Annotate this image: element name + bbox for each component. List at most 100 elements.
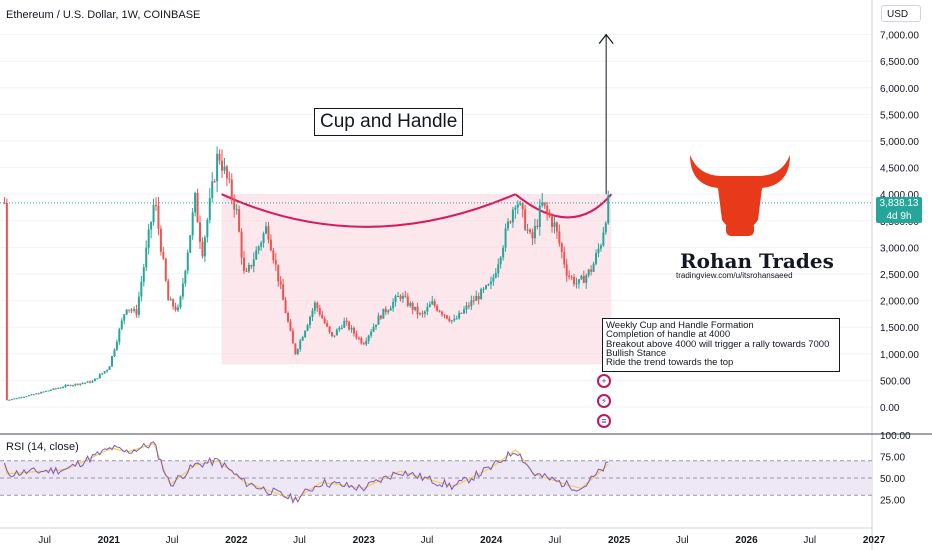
pattern-label: Cup and Handle <box>314 108 464 136</box>
candle-body <box>372 326 375 332</box>
candle-body <box>392 301 395 309</box>
candle-body <box>387 310 390 313</box>
candle-body <box>445 315 448 319</box>
price-axis-tick: 5,500.00 <box>880 110 919 121</box>
time-axis-tick: Jul <box>38 535 51 546</box>
candle-body <box>260 242 263 247</box>
candle-body <box>350 327 353 330</box>
candle-body <box>74 383 77 386</box>
candle-body <box>216 153 219 182</box>
candle-body <box>54 388 57 390</box>
cup-curve <box>221 193 516 228</box>
candle-body <box>533 225 536 239</box>
candle-body <box>382 308 385 319</box>
rsi-label: RSI (14, close) <box>6 441 79 453</box>
candle-body <box>531 232 534 239</box>
candle-body <box>326 323 329 327</box>
candle-body <box>274 260 277 265</box>
candle-body <box>208 198 211 220</box>
candle-body <box>155 205 158 207</box>
candle-body <box>526 229 529 231</box>
candle-body <box>284 300 287 314</box>
candle-body <box>421 313 424 315</box>
time-axis-tick: Jul <box>421 535 434 546</box>
candle-body <box>529 229 532 233</box>
candle-body <box>428 304 431 308</box>
candle-body <box>514 207 517 210</box>
plus-icon[interactable]: + <box>597 374 611 388</box>
candle-body <box>502 247 505 258</box>
candle-body <box>553 222 556 227</box>
candle-body <box>52 388 55 390</box>
candle-body <box>282 284 285 301</box>
candle-body <box>49 389 52 391</box>
candle-body <box>321 314 324 319</box>
candle-body <box>245 270 248 272</box>
candle-body <box>411 302 414 310</box>
currency-selector[interactable]: USD <box>881 5 921 22</box>
candle-body <box>563 251 566 265</box>
brand-name: Rohan Trades <box>680 249 834 273</box>
candle-body <box>470 300 473 307</box>
candle-body <box>167 280 170 301</box>
candle-body <box>287 313 290 322</box>
candle-body <box>240 231 243 258</box>
candle-body <box>333 335 336 337</box>
price-axis-tick: 2,500.00 <box>880 270 919 281</box>
handle-curve <box>514 193 613 219</box>
candle-body <box>294 343 297 355</box>
candle-body <box>267 226 270 240</box>
candle-body <box>426 307 429 312</box>
note-line: Ride the trend towards the top <box>606 357 734 369</box>
candle-body <box>602 232 605 246</box>
us-flag-icon[interactable]: ≡ <box>597 414 611 428</box>
candle-body <box>448 318 451 322</box>
time-axis-tick: Jul <box>166 535 179 546</box>
candle-body <box>485 285 488 289</box>
candle-body <box>223 166 226 171</box>
candle-body <box>489 281 492 285</box>
candle-body <box>84 382 87 384</box>
price-axis-tick: 0.00 <box>880 403 900 414</box>
time-axis-tick: Jul <box>676 535 689 546</box>
candle-body <box>338 327 341 330</box>
candle-body <box>570 276 573 278</box>
candle-body <box>125 309 128 315</box>
brand-url: tradingview.com/u/itsrohansaeed <box>676 271 793 280</box>
candle-body <box>89 381 92 383</box>
time-axis-tick: Jul <box>548 535 561 546</box>
candle-body <box>409 302 412 306</box>
candle-body <box>81 383 84 385</box>
flash-icon[interactable]: ⚡ <box>597 394 611 408</box>
candle-body <box>516 204 519 208</box>
time-axis-tick: 2024 <box>480 535 503 546</box>
candle-body <box>62 386 65 388</box>
candle-body <box>191 212 194 236</box>
bull-snout-icon <box>726 222 754 236</box>
candle-body <box>423 311 426 314</box>
candle-body <box>189 235 192 253</box>
candle-body <box>360 338 363 344</box>
price-axis-tick: 4,000.00 <box>880 190 919 201</box>
candle-body <box>159 228 162 252</box>
last-price-tag: 3,838.13 4d 9h <box>876 197 922 223</box>
candle-body <box>504 228 507 248</box>
candle-body <box>247 265 250 272</box>
candle-body <box>250 265 253 267</box>
candle-body <box>546 205 549 213</box>
candle-body <box>311 310 314 317</box>
time-axis-tick: 2022 <box>225 535 248 546</box>
candle-body <box>453 318 456 321</box>
candle-body <box>164 258 167 281</box>
candle-body <box>157 205 160 229</box>
candle-body <box>225 166 228 179</box>
candle-body <box>590 269 593 272</box>
candle-body <box>5 202 8 401</box>
candle-body <box>595 253 598 264</box>
candle-body <box>494 273 497 278</box>
candle-body <box>431 301 434 305</box>
candle-body <box>98 374 101 379</box>
bar-countdown: 4d 9h <box>886 211 912 222</box>
rsi-axis-tick: 100.00 <box>880 431 911 442</box>
candle-body <box>147 229 150 248</box>
